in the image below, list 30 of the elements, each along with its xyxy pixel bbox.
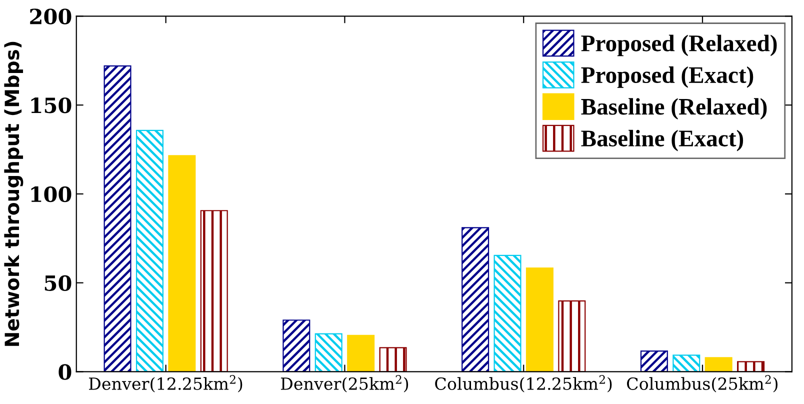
x-tick-label: Denver(25km$^{2}$)	[280, 375, 408, 392]
legend-label: Baseline (Exact)	[581, 130, 744, 152]
y-tick-label: 200	[30, 8, 72, 24]
bar	[282, 320, 310, 372]
y-tick-label: 50	[44, 275, 72, 292]
bar	[168, 155, 196, 372]
legend-label: Baseline (Relaxed)	[581, 98, 767, 120]
bar	[558, 300, 586, 372]
bar	[704, 357, 732, 372]
x-tick-label: Denver(12.25km$^{2}$)	[88, 375, 242, 392]
legend-label: Proposed (Relaxed)	[581, 34, 777, 56]
y-tick-label: 150	[31, 97, 72, 114]
x-tick-label: Columbus(25km$^{2}$)	[627, 375, 778, 392]
y-tick-label: 100	[31, 186, 72, 202]
bar	[526, 267, 554, 372]
bar	[672, 354, 700, 372]
bar	[494, 254, 522, 372]
bar	[640, 350, 668, 372]
bar	[314, 333, 342, 372]
bar	[379, 347, 407, 372]
bar	[200, 210, 228, 372]
x-tick-label: Columbus(12.25km$^{2}$)	[435, 375, 612, 392]
bar	[104, 65, 132, 372]
y-tick-label: 0	[58, 364, 72, 380]
bar	[347, 334, 375, 372]
bar	[136, 130, 164, 372]
y-axis-title: Network throughput (Mbps)	[4, 42, 24, 346]
bar	[462, 227, 490, 372]
legend-label: Proposed (Exact)	[581, 66, 754, 88]
bar	[737, 361, 765, 372]
